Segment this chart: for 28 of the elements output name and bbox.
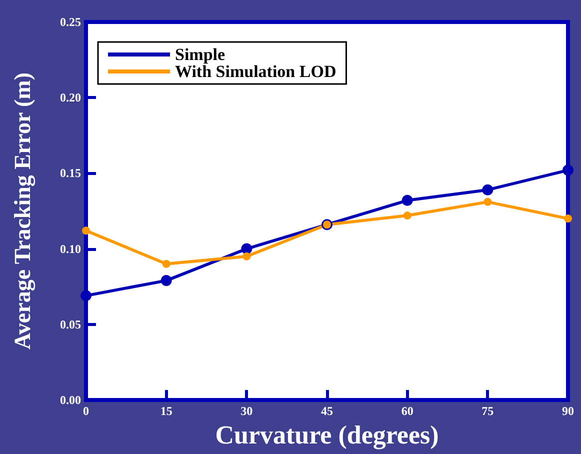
x-tick-label: 15 xyxy=(160,404,172,418)
x-tick-label: 45 xyxy=(321,404,333,418)
point xyxy=(241,243,252,254)
point xyxy=(82,226,90,235)
y-tick-label: 0.25 xyxy=(60,15,81,29)
point xyxy=(562,164,574,176)
point xyxy=(403,212,412,220)
point xyxy=(482,184,494,196)
point xyxy=(402,194,413,206)
point xyxy=(242,252,251,260)
y-tick-label: 0.00 xyxy=(60,393,81,407)
x-tick-label: 75 xyxy=(482,404,494,418)
point xyxy=(160,275,172,286)
y-tick-label: 0.20 xyxy=(60,90,81,105)
x-tick-label: 60 xyxy=(401,404,414,418)
point xyxy=(564,214,572,223)
y-tick-label: 0.05 xyxy=(60,317,81,332)
x-tick-label: 30 xyxy=(240,404,253,418)
x-axis-title: Curvature (degrees) xyxy=(215,420,439,450)
y-tick-label: 0.15 xyxy=(60,166,81,180)
y-tick-label: 0.10 xyxy=(60,242,81,256)
point xyxy=(80,290,92,302)
x-tick-label: 0 xyxy=(83,404,89,418)
x-tick-label: 90 xyxy=(562,404,574,418)
legend-label: Simple xyxy=(175,45,226,64)
y-axis-title: Average Tracking Error (m) xyxy=(10,72,36,350)
point xyxy=(484,198,492,206)
point xyxy=(162,260,170,268)
